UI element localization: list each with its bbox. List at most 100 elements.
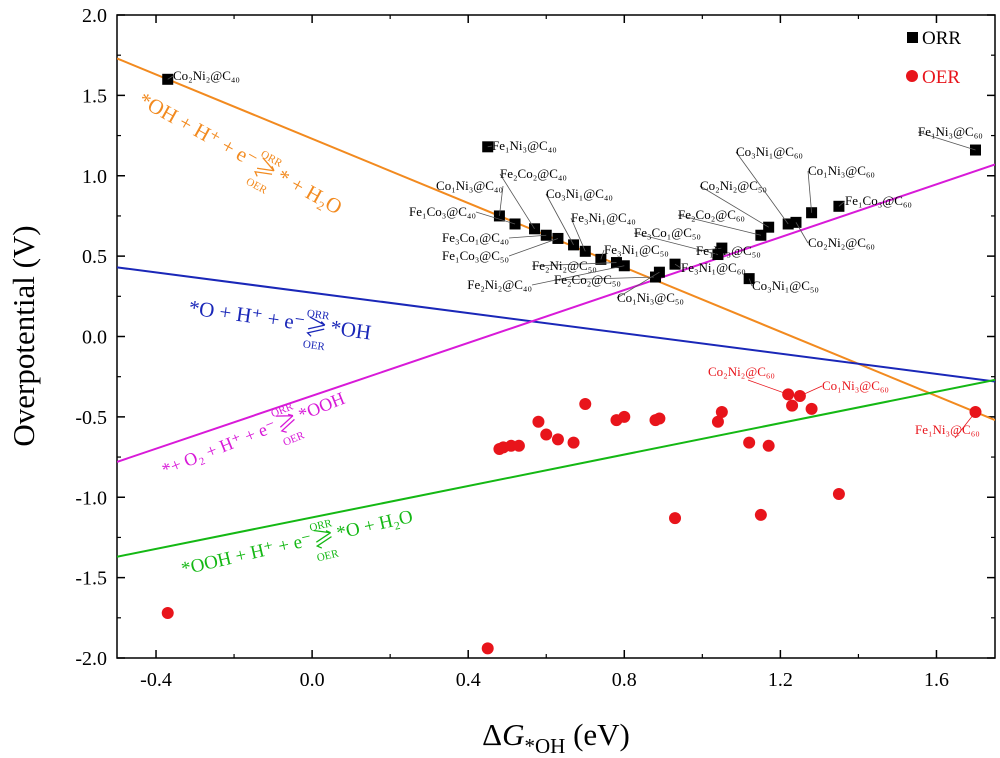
oer-point-label: Co₁Ni₃@C₆₀ — [822, 378, 889, 393]
equilibrium-arrow-icon — [280, 418, 295, 433]
orr-point-label: Co₁Ni₃@C₄₀ — [436, 178, 503, 193]
orr-point-label: Fe₁Ni₃@C₆₀ — [918, 124, 983, 139]
orr-point-label: Co₂Ni₂@C₅₀ — [700, 178, 767, 193]
oer-point — [618, 410, 631, 423]
equation-left: *+ O₂ + H⁺ + e⁻ — [159, 416, 279, 480]
y-tick-label: -2.0 — [75, 648, 107, 670]
x-tick-label: 0.0 — [300, 669, 325, 691]
orr-point-label: Co₃Ni₁@C₆₀ — [736, 144, 803, 159]
equation-left: *OOH + H⁺ + e⁻ — [179, 529, 314, 579]
trend-line-OOH-to-O — [117, 378, 995, 558]
y-tick-label: 1.5 — [82, 85, 107, 107]
oer-point-label: Co₂Ni₂@C₆₀ — [708, 364, 775, 379]
orr-leader-line — [917, 131, 976, 151]
equation-right: *OH — [329, 315, 373, 344]
trend-lines — [117, 57, 995, 558]
orr-point-label: Fe₁Co₃@C₅₀ — [442, 248, 509, 263]
legend-oer-marker — [906, 70, 918, 82]
oer-point — [715, 406, 728, 419]
equilibrium-arrow-icon — [275, 413, 294, 428]
oer-point — [711, 415, 724, 428]
equation-bottom-label: OER — [244, 176, 270, 197]
orr-leader-line — [795, 222, 809, 244]
oer-leader-line — [747, 379, 789, 395]
equation-bottom-label: OER — [302, 338, 326, 353]
oer-point — [161, 606, 174, 619]
oer-point — [743, 436, 756, 449]
orr-point-label: Fe₁Co₃@C₆₀ — [845, 193, 912, 208]
orr-leader-line — [531, 265, 625, 286]
orr-leader-line — [487, 145, 493, 148]
orr-leader-line — [553, 276, 656, 281]
equation-right: * + H₂O — [273, 164, 346, 219]
orr-point-label: Fe₂Co₂@C₆₀ — [678, 207, 745, 222]
oer-point — [786, 399, 799, 412]
equation-top-label: ORR — [308, 517, 333, 534]
oer-point — [512, 439, 525, 452]
y-tick-label: -0.5 — [75, 407, 107, 429]
orr-point-label: Fe₃Ni₁@C₅₀ — [604, 242, 669, 257]
orr-point-label: Fe₃Co₁@C₄₀ — [442, 230, 509, 245]
orr-leader-line — [167, 75, 174, 80]
legend-orr-label: ORR — [922, 28, 961, 49]
orr-point-label: Fe₃Co₁@C₅₀ — [634, 225, 701, 240]
oer-point — [551, 433, 564, 446]
orr-leader-line — [735, 151, 789, 225]
orr-leader-line — [531, 262, 617, 267]
y-tick-label: 0.0 — [82, 327, 107, 349]
orr-point-label: Fe₂Ni₂@C₄₀ — [467, 277, 532, 292]
oer-point — [762, 439, 775, 452]
orr-series: Co₂Ni₂@C₄₀ Fe₁Ni₃@C₄₀ Co₁Ni₃@C₄₀ Fe₁Co₃@C₄₀… — [162, 68, 983, 305]
oer-point-label: Fe₁Ni₃@C₆₀ — [915, 422, 980, 437]
axis-ticks: -0.4 0.0 0.4 0.8 1.2 1.6 2.0 1.5 1.0 0.5 0.0 -0.5 -1… — [75, 5, 995, 691]
x-tick-label: 0.4 — [456, 669, 481, 691]
y-tick-label: -1.0 — [75, 487, 107, 509]
orr-point-label: Fe₂Co₂@C₅₀ — [554, 272, 621, 287]
oer-point — [481, 642, 494, 655]
legend-orr-marker — [907, 32, 918, 43]
reaction-equation: *OOH + H⁺ + e⁻ORR OER *O + H₂O — [179, 506, 415, 580]
y-tick-label: -1.5 — [75, 568, 107, 590]
reaction-equation: *O + H⁺ + e⁻ ORR OER*OH — [187, 295, 373, 353]
orr-leader-line — [600, 249, 605, 260]
oer-leader-line — [799, 385, 823, 397]
orr-leader-line — [807, 170, 812, 213]
orr-point-label: Co₃Ni₁@C₅₀ — [752, 278, 819, 293]
x-tick-label: 0.8 — [612, 669, 637, 691]
y-tick-label: 2.0 — [82, 5, 107, 27]
oer-point — [669, 512, 682, 525]
orr-point-label: Co₁Ni₃@C₆₀ — [808, 163, 875, 178]
equation-right: *O + H₂O — [335, 506, 415, 544]
equilibrium-arrow-icon — [254, 170, 273, 177]
orr-leader-line — [508, 234, 547, 239]
oer-point — [754, 508, 767, 521]
oer-leader-line — [954, 411, 976, 439]
trend-line-O2-to-OOH — [117, 163, 995, 463]
equilibrium-arrow-icon — [256, 157, 275, 172]
oer-point — [579, 398, 592, 411]
oer-point — [540, 428, 553, 441]
orr-leader-line — [674, 263, 682, 269]
orr-leader-line — [570, 217, 586, 252]
orr-leader-line — [838, 200, 846, 207]
equilibrium-arrow-icon — [315, 536, 332, 549]
oer-point — [532, 415, 545, 428]
oer-point — [567, 436, 580, 449]
orr-leader-line — [616, 271, 660, 299]
orr-leader-line — [695, 247, 722, 252]
equation-left: *OH + H⁺ + e⁻ — [135, 87, 262, 172]
x-axis-label: ΔG*OH (eV) — [482, 717, 630, 758]
orr-leader-line — [475, 211, 516, 225]
orr-leader-line — [677, 214, 761, 236]
orr-point — [712, 249, 724, 261]
equilibrium-arrow-icon — [313, 529, 331, 543]
y-tick-label: 0.5 — [82, 246, 107, 268]
y-tick-label: 1.0 — [82, 166, 107, 188]
orr-leader-line — [508, 238, 559, 257]
oer-series: Co₂Ni₂@C₆₀ Co₁Ni₃@C₆₀ Fe₁Ni₃@C₆₀ — [161, 364, 982, 655]
legend: ORR OER — [906, 28, 961, 88]
trend-line-O-to-OH — [117, 266, 995, 383]
orr-leader-line — [499, 185, 504, 216]
orr-point-label: Fe₃Ni₁@C₆₀ — [681, 260, 746, 275]
